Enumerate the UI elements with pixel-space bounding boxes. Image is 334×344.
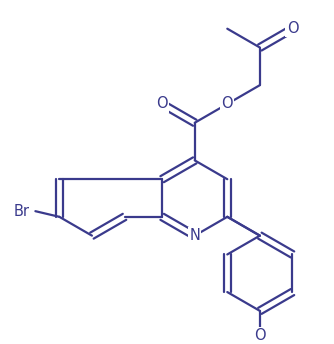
Text: Br: Br xyxy=(14,204,29,219)
Text: O: O xyxy=(156,96,168,111)
Text: O: O xyxy=(254,328,266,343)
Text: O: O xyxy=(287,21,298,36)
Text: N: N xyxy=(189,228,200,243)
Text: O: O xyxy=(221,96,233,111)
